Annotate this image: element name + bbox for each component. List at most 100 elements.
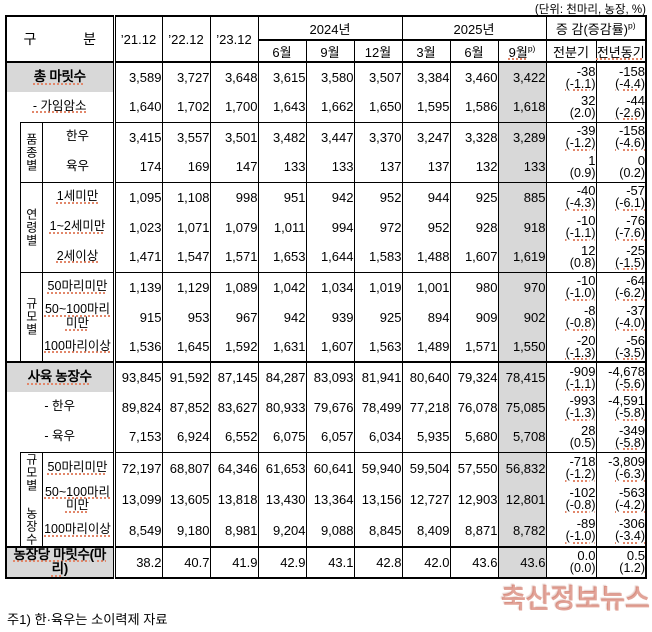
value-cell: 3,589 bbox=[113, 62, 163, 92]
change-rate: (-1.3) bbox=[565, 345, 596, 360]
change-value: -993 bbox=[569, 393, 596, 408]
row-label: 100마리이상 bbox=[41, 515, 116, 547]
value-cell: 7,153 bbox=[113, 422, 163, 452]
value-cell: 147 bbox=[209, 152, 259, 182]
change-rate: (-3.4) bbox=[615, 529, 645, 544]
change-value: -158 bbox=[618, 123, 645, 139]
value-cell: 8,845 bbox=[353, 515, 403, 547]
table-row: 총 마릿수 3,589 3,727 3,648 3,615 3,580 3,507 3,384… bbox=[5, 62, 647, 92]
value-cell: 1,571 bbox=[209, 242, 259, 272]
table-row: 100마리이상 1,536 1,645 1,592 1,631 1,607 1,563 1,4… bbox=[6, 332, 647, 362]
value-cell: 1,650 bbox=[353, 92, 403, 122]
value-cell: 3,289 bbox=[497, 121, 547, 152]
value-cell: 1,536 bbox=[113, 332, 163, 362]
group-spacer-cell bbox=[5, 182, 20, 272]
value-cell: 1,631 bbox=[257, 332, 307, 362]
value-cell: 56,832 bbox=[497, 451, 547, 484]
value-cell: 1,592 bbox=[209, 332, 259, 362]
change-rate: (-4.6) bbox=[615, 136, 645, 151]
col-header-change-period: 전분기 bbox=[545, 39, 597, 63]
group-spacer-cell bbox=[5, 122, 20, 182]
change-value: -64 bbox=[626, 273, 645, 289]
value-cell: 970 bbox=[497, 271, 547, 302]
change-cell: -718 (-1.2) bbox=[545, 451, 597, 484]
value-cell: 40.7 bbox=[161, 545, 211, 579]
change-cell: -89 (-1.0) bbox=[545, 515, 597, 547]
value-cell: 1,089 bbox=[209, 271, 259, 302]
change-cell: -10 (-1.1) bbox=[545, 212, 597, 242]
group-spacer-cell bbox=[5, 272, 20, 362]
value-cell: 925 bbox=[449, 181, 499, 212]
col-header-month: 6월 bbox=[449, 39, 499, 63]
change-cell: -3,809 (-6.3) bbox=[595, 451, 647, 484]
row-label: 100마리이상 bbox=[41, 332, 116, 362]
value-cell: 1,547 bbox=[161, 242, 211, 272]
value-cell: 1,079 bbox=[209, 212, 259, 242]
change-rate: (-5.6) bbox=[615, 376, 645, 391]
group-label: 품종별 bbox=[19, 121, 43, 183]
value-cell: 5,680 bbox=[449, 422, 499, 452]
change-cell: -44 (-2.6) bbox=[595, 92, 647, 122]
change-cell: -25 (-1.5) bbox=[595, 242, 647, 272]
value-cell: 902 bbox=[497, 302, 547, 332]
value-cell: 953 bbox=[161, 302, 211, 332]
value-cell: 998 bbox=[209, 181, 259, 212]
value-cell: 951 bbox=[257, 181, 307, 212]
change-cell: -38 (-1.1) bbox=[545, 62, 597, 92]
table-row: 농장당 마릿수(마리) 38.2 40.7 41.9 42.9 43.1 42.8 42.0 4… bbox=[5, 545, 647, 579]
row-label: 육우 bbox=[41, 152, 116, 182]
value-cell: 13,605 bbox=[161, 483, 211, 515]
value-cell: 1,702 bbox=[161, 92, 211, 122]
value-cell: 1,644 bbox=[305, 242, 355, 272]
value-cell: 3,422 bbox=[497, 62, 547, 92]
change-cell: -56 (-3.5) bbox=[595, 332, 647, 362]
table-row: - 한우 89,824 87,852 83,627 80,933 79,676 78,499… bbox=[5, 392, 647, 422]
value-cell: 3,247 bbox=[401, 121, 451, 152]
col-header-change: 증 감(증감률)p) bbox=[545, 15, 647, 41]
change-rate: (-1.1) bbox=[565, 76, 596, 91]
value-cell: 3,328 bbox=[449, 121, 499, 152]
table-row: 규모별 50마리미만 1,139 1,129 1,089 1,042 1,034 1,019 1… bbox=[5, 271, 647, 363]
value-cell: 1,607 bbox=[449, 242, 499, 272]
value-cell: 3,384 bbox=[401, 62, 451, 92]
value-cell: 72,197 bbox=[113, 451, 163, 484]
change-value: 32 bbox=[581, 92, 596, 108]
value-cell: 1,583 bbox=[353, 242, 403, 272]
row-label: 농장당 마릿수(마리) bbox=[5, 545, 116, 579]
change-rate: (0.9) bbox=[569, 165, 596, 180]
table-row: 50~100마리 미만 13,099 13,605 13,818 13,430 13,36… bbox=[6, 483, 647, 515]
value-cell: 918 bbox=[497, 212, 547, 242]
value-cell: 915 bbox=[113, 302, 163, 332]
change-cell: -306 (-3.4) bbox=[595, 515, 647, 547]
value-cell: 41.9 bbox=[209, 545, 259, 579]
change-value: -25 bbox=[626, 242, 645, 258]
value-cell: 894 bbox=[401, 302, 451, 332]
value-cell: 61,653 bbox=[257, 451, 307, 484]
value-cell: 43.6 bbox=[497, 545, 547, 579]
value-cell: 77,218 bbox=[401, 392, 451, 422]
table-row: 1~2세미만 1,023 1,071 1,079 1,011 994 972 952 928 91… bbox=[6, 212, 647, 242]
corner-header: 구 분 bbox=[5, 15, 116, 63]
value-cell: 91,592 bbox=[161, 361, 211, 392]
value-cell: 13,364 bbox=[305, 483, 355, 515]
change-rate: (-5.8) bbox=[615, 435, 645, 450]
value-cell: 9,204 bbox=[257, 515, 307, 547]
value-cell: 12,801 bbox=[497, 483, 547, 515]
row-label: 50~100마리 미만 bbox=[41, 302, 116, 332]
value-cell: 137 bbox=[401, 152, 451, 182]
change-value: -40 bbox=[576, 183, 596, 199]
table-row: 규모별 농장수 50마리미만 72,197 68,807 64,346 61,653 60,… bbox=[5, 451, 647, 547]
change-cell: 28 (0.5) bbox=[545, 422, 597, 452]
row-label: - 가임암소 bbox=[5, 92, 116, 122]
value-cell: 972 bbox=[353, 212, 403, 242]
table-row: 사육 농장수 93,845 91,592 87,145 84,287 83,093 81,9… bbox=[5, 361, 647, 392]
row-label: 1세미만 bbox=[41, 181, 116, 212]
change-value: 0.0 bbox=[577, 548, 596, 564]
value-cell: 87,145 bbox=[209, 361, 259, 392]
value-cell: 1,645 bbox=[161, 332, 211, 362]
value-cell: 6,552 bbox=[209, 422, 259, 452]
value-cell: 1,071 bbox=[161, 212, 211, 242]
change-value: -44 bbox=[626, 92, 645, 108]
change-cell: -40 (-4.3) bbox=[545, 181, 597, 212]
